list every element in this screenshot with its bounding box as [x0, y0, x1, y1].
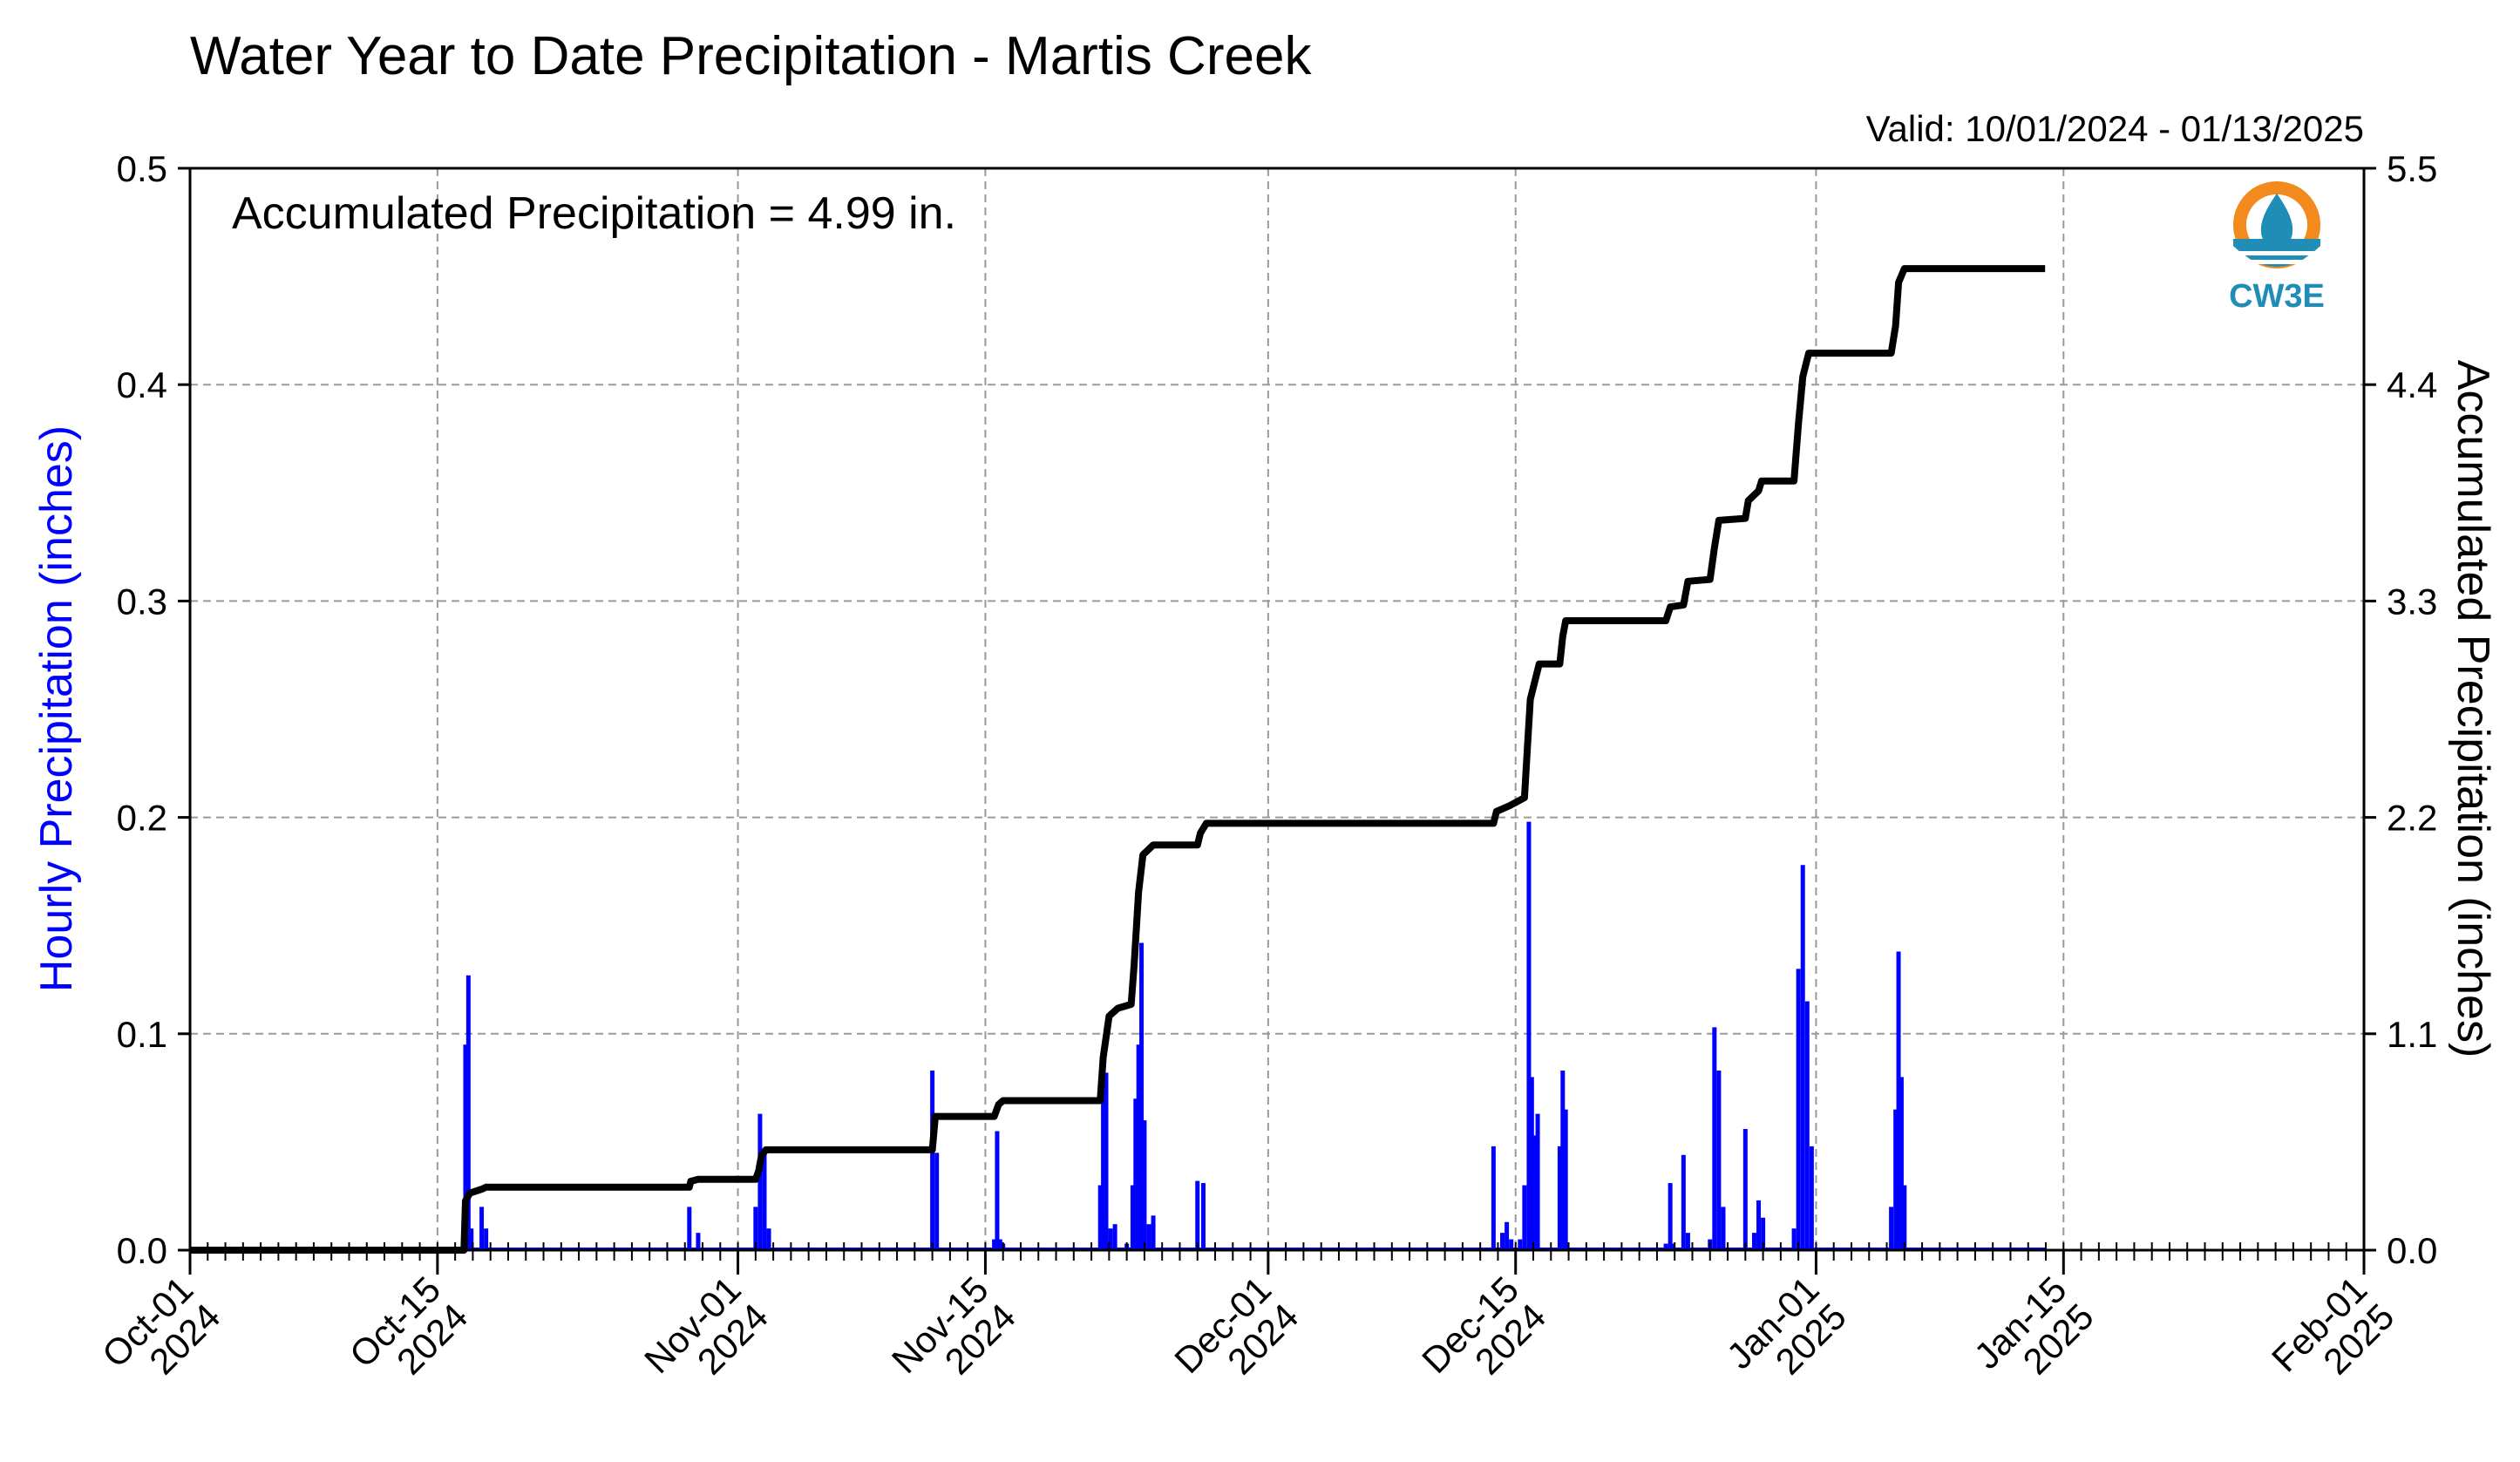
- hourly-precip-bar: [1509, 1239, 1514, 1250]
- hourly-precip-bar: [995, 1131, 1000, 1250]
- hourly-precip-bar: [1097, 1185, 1103, 1250]
- axis-ticks: [178, 167, 2376, 1275]
- hourly-precip-bar: [1663, 1243, 1668, 1250]
- hourly-precip-bar: [463, 1044, 468, 1250]
- y-right-tick-label: 3.3: [2387, 581, 2437, 622]
- hourly-precip-bar: [1721, 1207, 1726, 1250]
- hourly-precip-bar: [1800, 865, 1805, 1250]
- hourly-precip-bar: [1712, 1027, 1717, 1250]
- hourly-precip-bar: [1809, 1146, 1814, 1250]
- right-axis-tick-labels: 0.0 1.1 2.2 3.3 4.4 5.5: [2387, 148, 2437, 1271]
- y-left-tick-label: 0.5: [117, 148, 167, 189]
- y-right-tick-label: 4.4: [2387, 364, 2437, 405]
- chart-title: Water Year to Date Precipitation - Marti…: [190, 26, 1312, 86]
- hourly-precip-bar: [1500, 1233, 1505, 1250]
- hourly-precip-bar: [465, 975, 471, 1250]
- right-axis-label: Accumulated Precipitation (inches): [2448, 360, 2498, 1058]
- hourly-precip-bar: [1563, 1109, 1568, 1250]
- hourly-precip-bar: [930, 1070, 935, 1250]
- hourly-precip-bar: [696, 1233, 701, 1250]
- y-right-tick-label: 5.5: [2387, 148, 2437, 189]
- plot-frame: [188, 167, 2366, 1252]
- gridlines: [190, 168, 2364, 1250]
- hourly-precip-bar: [1201, 1183, 1206, 1250]
- hourly-precip-bar: [934, 1153, 940, 1250]
- hourly-precip-bar: [687, 1207, 692, 1250]
- hourly-precipitation-bars: [190, 821, 2046, 1250]
- hourly-precip-bar: [1796, 969, 1801, 1250]
- hourly-precip-bar: [1136, 1044, 1141, 1250]
- hourly-precip-bar: [1671, 1243, 1676, 1250]
- y-left-tick-label: 0.2: [117, 798, 167, 839]
- hourly-precip-bar: [1142, 1120, 1147, 1250]
- hourly-precip-bar: [1742, 1129, 1748, 1250]
- hourly-precip-bar: [1101, 1087, 1106, 1250]
- left-axis-tick-labels: 0.0 0.1 0.2 0.3 0.4 0.5: [117, 148, 167, 1271]
- hourly-precip-bar: [1526, 821, 1532, 1250]
- hourly-precip-bar: [1791, 1228, 1797, 1250]
- hourly-precip-bar: [1716, 1070, 1722, 1250]
- logo-drop-icon: [2260, 194, 2293, 248]
- hourly-precip-bar: [479, 1207, 485, 1250]
- hourly-precip-bar: [1133, 1098, 1138, 1250]
- y-right-tick-label: 0.0: [2387, 1230, 2437, 1271]
- hourly-precip-bar: [1896, 951, 1901, 1250]
- hourly-precip-bar: [1898, 1077, 1904, 1250]
- hourly-precip-bar: [1681, 1154, 1686, 1250]
- accumulated-precip-line: [190, 265, 2046, 1254]
- hourly-precip-bar: [1529, 1077, 1534, 1250]
- hourly-precip-bar: [1112, 1224, 1117, 1250]
- hourly-precip-bar: [766, 1228, 771, 1250]
- hourly-precip-bar: [1518, 1239, 1523, 1250]
- hourly-precip-bar: [1108, 1228, 1113, 1250]
- y-right-tick-label: 1.1: [2387, 1014, 2437, 1055]
- left-axis-label: Hourly Precipitation (inches): [31, 425, 82, 992]
- y-right-tick-label: 2.2: [2387, 798, 2437, 839]
- hourly-precip-bar: [1902, 1185, 1907, 1250]
- hourly-precip-bar: [1889, 1207, 1894, 1250]
- hourly-precip-bar: [757, 1113, 763, 1250]
- hourly-precip-bar: [992, 1239, 997, 1250]
- hourly-precip-bar: [1522, 1185, 1527, 1250]
- hourly-precip-bar: [1804, 1001, 1810, 1250]
- logo-text: CW3E: [2229, 278, 2325, 315]
- hourly-precip-bar: [1139, 942, 1145, 1250]
- hourly-precip-bar: [1146, 1224, 1151, 1250]
- hourly-precip-bar: [1151, 1215, 1156, 1250]
- accumulated-total-annotation: Accumulated Precipitation = 4.99 in.: [232, 188, 956, 239]
- accumulated-precipitation-line: [190, 265, 2046, 1254]
- hourly-precip-bar: [1195, 1180, 1200, 1250]
- hourly-precip-bar: [1130, 1185, 1135, 1250]
- y-left-tick-label: 0.0: [117, 1230, 167, 1271]
- hourly-precip-bar: [762, 1153, 767, 1250]
- hourly-precip-bar: [1893, 1109, 1898, 1250]
- hourly-precip-bar: [1560, 1070, 1566, 1250]
- valid-date-range: Valid: 10/01/2024 - 01/13/2025: [1866, 108, 2364, 149]
- hourly-precip-bar: [469, 1228, 474, 1250]
- hourly-precip-bar: [484, 1228, 489, 1250]
- hourly-precip-bar: [1751, 1233, 1756, 1250]
- hourly-precip-bar: [1104, 1072, 1109, 1250]
- hourly-precip-bar: [1532, 1135, 1538, 1250]
- hourly-precip-bar: [1557, 1146, 1562, 1250]
- y-left-tick-label: 0.4: [117, 364, 167, 405]
- hourly-precip-bar: [1761, 1217, 1766, 1250]
- hourly-precip-bar: [1756, 1200, 1762, 1250]
- hourly-precip-bar: [1505, 1221, 1510, 1250]
- hourly-precip-bar: [1668, 1183, 1673, 1250]
- y-left-tick-label: 0.1: [117, 1014, 167, 1055]
- y-left-tick-label: 0.3: [117, 581, 167, 622]
- hourly-precip-bar: [1491, 1146, 1496, 1250]
- hourly-precip-bar: [1685, 1233, 1690, 1250]
- cw3e-logo: CW3E: [2229, 181, 2325, 315]
- hourly-precip-bar: [753, 1207, 758, 1250]
- hourly-precip-bar: [1535, 1113, 1540, 1250]
- hourly-precip-bar: [997, 1239, 1002, 1250]
